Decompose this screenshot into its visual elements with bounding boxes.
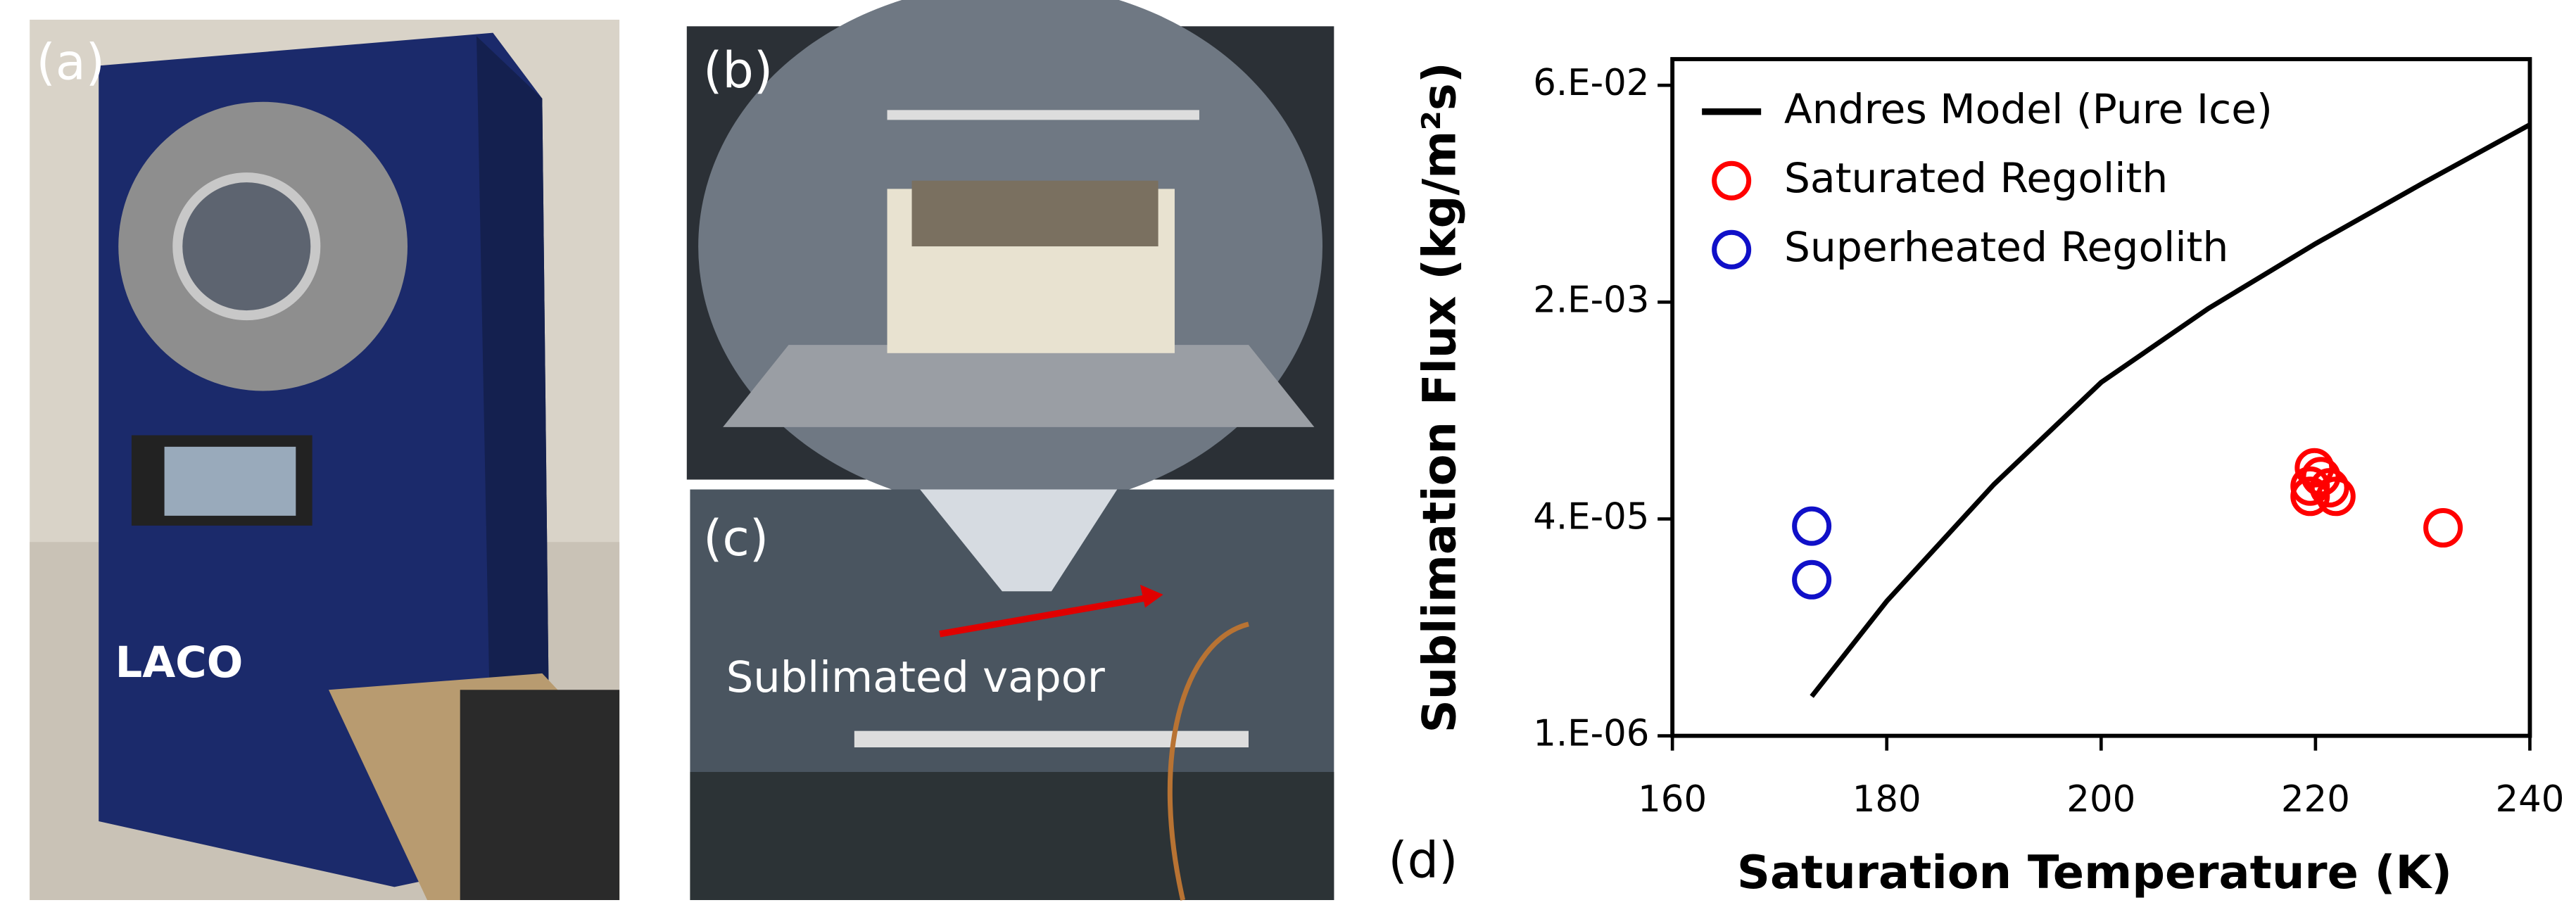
photo-a: LACO bbox=[30, 20, 619, 900]
x-tick-label: 200 bbox=[2066, 778, 2135, 821]
y-axis-label: Sublimation Flux (kg/m²s) bbox=[1413, 62, 1466, 733]
photo-b bbox=[687, 0, 1334, 510]
figure: LACO (a) (b) (c) Sublimated vapor (d) Sa… bbox=[0, 0, 2576, 905]
panel-label: (a) bbox=[37, 33, 106, 91]
legend-label: Saturated Regolith bbox=[1784, 154, 2168, 202]
panel-label: (c) bbox=[703, 510, 769, 567]
x-axis-label: Saturation Temperature (K) bbox=[1737, 846, 2452, 899]
svg-text:LACO: LACO bbox=[115, 638, 244, 688]
data-point bbox=[2426, 511, 2461, 545]
legend-label: Superheated Regolith bbox=[1784, 223, 2229, 271]
panel-label: (b) bbox=[703, 42, 773, 99]
data-point bbox=[1795, 562, 1829, 597]
x-tick-label: 160 bbox=[1638, 778, 1707, 821]
panel-label: (d) bbox=[1388, 832, 1458, 890]
legend-swatch bbox=[1715, 163, 1749, 198]
x-tick-label: 240 bbox=[2495, 778, 2564, 821]
annotation: Sublimated vapor bbox=[726, 653, 1105, 702]
model-line bbox=[1812, 125, 2530, 696]
y-tick-label: 4.E-05 bbox=[1533, 495, 1649, 538]
y-tick-label: 2.E-03 bbox=[1533, 279, 1649, 321]
x-tick-label: 220 bbox=[2281, 778, 2350, 821]
y-tick-label: 6.E-02 bbox=[1533, 62, 1649, 104]
data-point bbox=[1795, 509, 1829, 543]
x-tick-label: 180 bbox=[1852, 778, 1921, 821]
legend-label: Andres Model (Pure Ice) bbox=[1784, 85, 2273, 133]
legend-swatch bbox=[1715, 232, 1749, 267]
y-tick-label: 1.E-06 bbox=[1533, 713, 1649, 755]
